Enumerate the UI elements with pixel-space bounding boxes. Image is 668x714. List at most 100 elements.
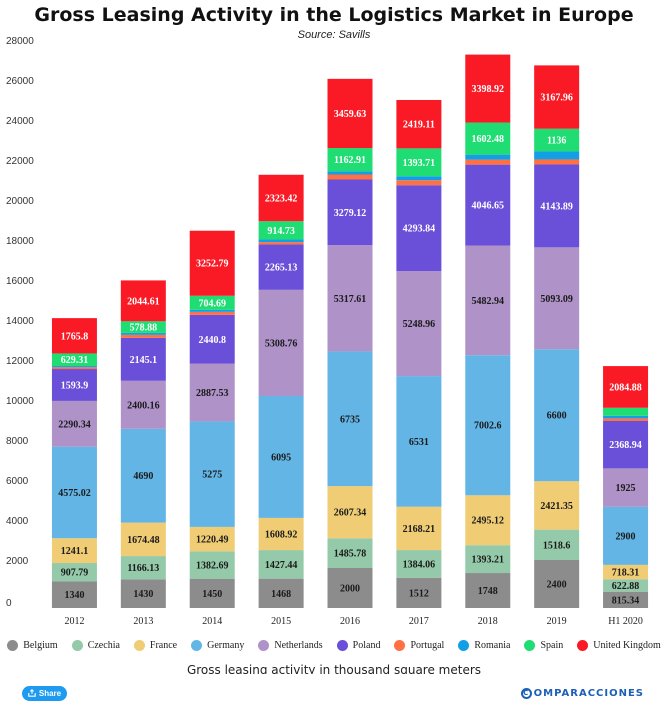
bar-segment-germany[interactable]	[189, 421, 235, 527]
bar-segment-portugal[interactable]	[603, 418, 649, 421]
legend-item-spain[interactable]: Spain	[524, 640, 563, 651]
bar-segment-united-kingdom[interactable]	[189, 230, 235, 296]
bar-segment-romania[interactable]	[396, 176, 442, 181]
bar-segment-czechia[interactable]	[327, 538, 373, 568]
legend-item-poland[interactable]: Poland	[336, 640, 380, 651]
bar-segment-united-kingdom[interactable]	[120, 280, 166, 322]
bar-segment-spain[interactable]	[396, 148, 442, 177]
bar-segment-belgium[interactable]	[327, 568, 373, 608]
bar-segment-germany[interactable]	[258, 396, 304, 518]
legend-item-france[interactable]: France	[133, 640, 177, 651]
bar-segment-portugal[interactable]	[534, 159, 580, 165]
bar-segment-france[interactable]	[603, 564, 649, 580]
bar-segment-belgium[interactable]	[120, 579, 166, 608]
bar-segment-romania[interactable]	[258, 239, 304, 243]
legend-item-united-kingdom[interactable]: United Kingdom	[577, 640, 661, 651]
bar-segment-united-kingdom[interactable]	[396, 99, 442, 149]
bar-segment-united-kingdom[interactable]	[534, 65, 580, 129]
bar-segment-romania[interactable]	[189, 309, 235, 312]
bar-segment-spain[interactable]	[327, 148, 373, 172]
bar-segment-poland[interactable]	[327, 179, 373, 246]
legend-item-germany[interactable]: Germany	[191, 640, 244, 651]
bar-segment-poland[interactable]	[258, 244, 304, 290]
bar-segment-france[interactable]	[189, 526, 235, 552]
bar-segment-france[interactable]	[327, 486, 373, 539]
bar-segment-belgium[interactable]	[258, 578, 304, 608]
bar-segment-netherlands[interactable]	[189, 363, 235, 422]
legend-item-czechia[interactable]: Czechia	[71, 640, 120, 651]
bar-segment-spain[interactable]	[120, 321, 166, 333]
bar-segment-france[interactable]	[120, 522, 166, 557]
bar-segment-united-kingdom[interactable]	[465, 54, 511, 123]
bar-segment-czechia[interactable]	[534, 529, 580, 560]
bar-segment-netherlands[interactable]	[603, 468, 649, 507]
bar-segment-portugal[interactable]	[189, 311, 235, 315]
bar-segment-poland[interactable]	[189, 314, 235, 364]
brand-logo[interactable]: C OMPARACCIONES	[520, 686, 644, 700]
bar-segment-czechia[interactable]	[603, 579, 649, 592]
bar-segment-germany[interactable]	[603, 506, 649, 565]
bar-segment-netherlands[interactable]	[396, 271, 442, 377]
bar-segment-united-kingdom[interactable]	[51, 318, 97, 354]
bar-segment-poland[interactable]	[465, 164, 511, 246]
bar-segment-france[interactable]	[51, 538, 97, 564]
bar-segment-germany[interactable]	[120, 428, 166, 523]
bar-segment-czechia[interactable]	[396, 550, 442, 578]
bar-segment-germany[interactable]	[465, 355, 511, 496]
bar-segment-portugal[interactable]	[120, 334, 166, 338]
bar-segment-spain[interactable]	[534, 128, 580, 152]
bar-segment-belgium[interactable]	[465, 573, 511, 608]
bar-segment-spain[interactable]	[51, 353, 97, 367]
bar-segment-germany[interactable]	[51, 446, 97, 539]
bar-segment-spain[interactable]	[603, 407, 649, 416]
bar-segment-spain[interactable]	[258, 221, 304, 240]
bar-segment-netherlands[interactable]	[327, 245, 373, 352]
bar-segment-poland[interactable]	[120, 337, 166, 381]
bar-segment-france[interactable]	[465, 495, 511, 546]
bar-segment-romania[interactable]	[534, 151, 580, 160]
bar-segment-belgium[interactable]	[603, 591, 649, 608]
bar-segment-netherlands[interactable]	[51, 400, 97, 447]
bar-segment-poland[interactable]	[396, 185, 442, 272]
bar-segment-czechia[interactable]	[258, 550, 304, 579]
bar-segment-netherlands[interactable]	[465, 245, 511, 356]
bar-segment-belgium[interactable]	[51, 581, 97, 608]
bar-segment-czechia[interactable]	[51, 563, 97, 582]
bar-segment-spain[interactable]	[189, 295, 235, 310]
bar-segment-belgium[interactable]	[396, 577, 442, 608]
bar-segment-romania[interactable]	[120, 332, 166, 335]
bar-segment-romania[interactable]	[465, 154, 511, 160]
bar-segment-germany[interactable]	[396, 376, 442, 507]
bar-segment-portugal[interactable]	[465, 159, 511, 165]
bar-segment-portugal[interactable]	[51, 367, 97, 370]
bar-segment-portugal[interactable]	[396, 180, 442, 186]
bar-segment-poland[interactable]	[534, 164, 580, 248]
bar-segment-france[interactable]	[534, 481, 580, 530]
bar-segment-poland[interactable]	[51, 369, 97, 401]
bar-segment-czechia[interactable]	[465, 545, 511, 574]
bar-segment-spain[interactable]	[465, 122, 511, 155]
legend-item-romania[interactable]: Romania	[458, 640, 510, 651]
bar-segment-belgium[interactable]	[534, 560, 580, 608]
bar-segment-romania[interactable]	[327, 171, 373, 175]
bar-segment-united-kingdom[interactable]	[258, 174, 304, 222]
bar-segment-france[interactable]	[258, 517, 304, 551]
bar-segment-czechia[interactable]	[120, 556, 166, 580]
bar-segment-belgium[interactable]	[189, 579, 235, 608]
bar-segment-germany[interactable]	[534, 349, 580, 482]
bar-segment-france[interactable]	[396, 506, 442, 551]
legend-item-belgium[interactable]: Belgium	[7, 640, 58, 651]
bar-segment-portugal[interactable]	[258, 242, 304, 245]
bar-segment-romania[interactable]	[51, 366, 97, 368]
bar-segment-netherlands[interactable]	[120, 380, 166, 429]
bar-segment-netherlands[interactable]	[258, 289, 304, 397]
bar-segment-united-kingdom[interactable]	[603, 366, 649, 408]
bar-segment-netherlands[interactable]	[534, 247, 580, 350]
bar-segment-germany[interactable]	[327, 351, 373, 487]
bar-segment-czechia[interactable]	[189, 551, 235, 579]
legend-item-portugal[interactable]: Portugal	[394, 640, 444, 651]
bar-segment-united-kingdom[interactable]	[327, 78, 373, 149]
share-button[interactable]: Share	[22, 686, 67, 701]
bar-segment-poland[interactable]	[603, 420, 649, 469]
legend-item-netherlands[interactable]: Netherlands	[258, 640, 323, 651]
